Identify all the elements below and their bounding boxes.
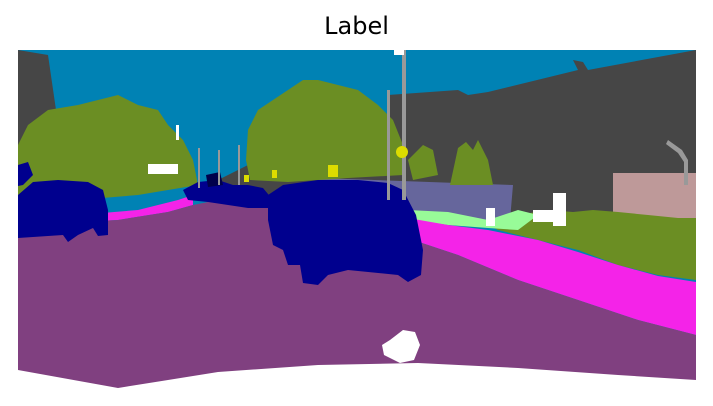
road: [18, 200, 696, 388]
segmentation-label-image: [18, 50, 696, 388]
car-left-small: [18, 162, 33, 186]
vegetation-right: [488, 210, 696, 280]
white-sign-1: [553, 193, 566, 226]
white-light: [394, 50, 404, 55]
pole-far-3: [238, 145, 240, 185]
traffic-sign-1: [328, 165, 338, 177]
pole-right: [666, 140, 688, 185]
traffic-sign-3: [272, 170, 277, 178]
pole-far-2: [218, 150, 220, 185]
white-sign-3: [533, 210, 553, 222]
vegetation-center-small: [408, 145, 438, 180]
vegetation-center: [246, 80, 403, 182]
car-main: [268, 180, 423, 285]
car-distant: [183, 180, 273, 208]
figure-title: Label: [324, 12, 389, 40]
ego-vehicle-hood: [18, 363, 696, 388]
pole-far-1: [198, 148, 200, 188]
terrain-right: [408, 210, 538, 230]
ego-mount: [382, 330, 420, 363]
white-far: [176, 125, 179, 140]
traffic-sign-2: [396, 146, 408, 158]
white-sign-2: [486, 208, 495, 226]
pole-center: [402, 50, 406, 200]
traffic-sign-4: [244, 175, 249, 182]
sidewalk-right: [408, 218, 696, 335]
car-left: [18, 180, 108, 242]
white-sign-4: [148, 164, 178, 174]
pole-center-2: [387, 90, 390, 200]
vegetation-right-spikes: [450, 140, 493, 185]
